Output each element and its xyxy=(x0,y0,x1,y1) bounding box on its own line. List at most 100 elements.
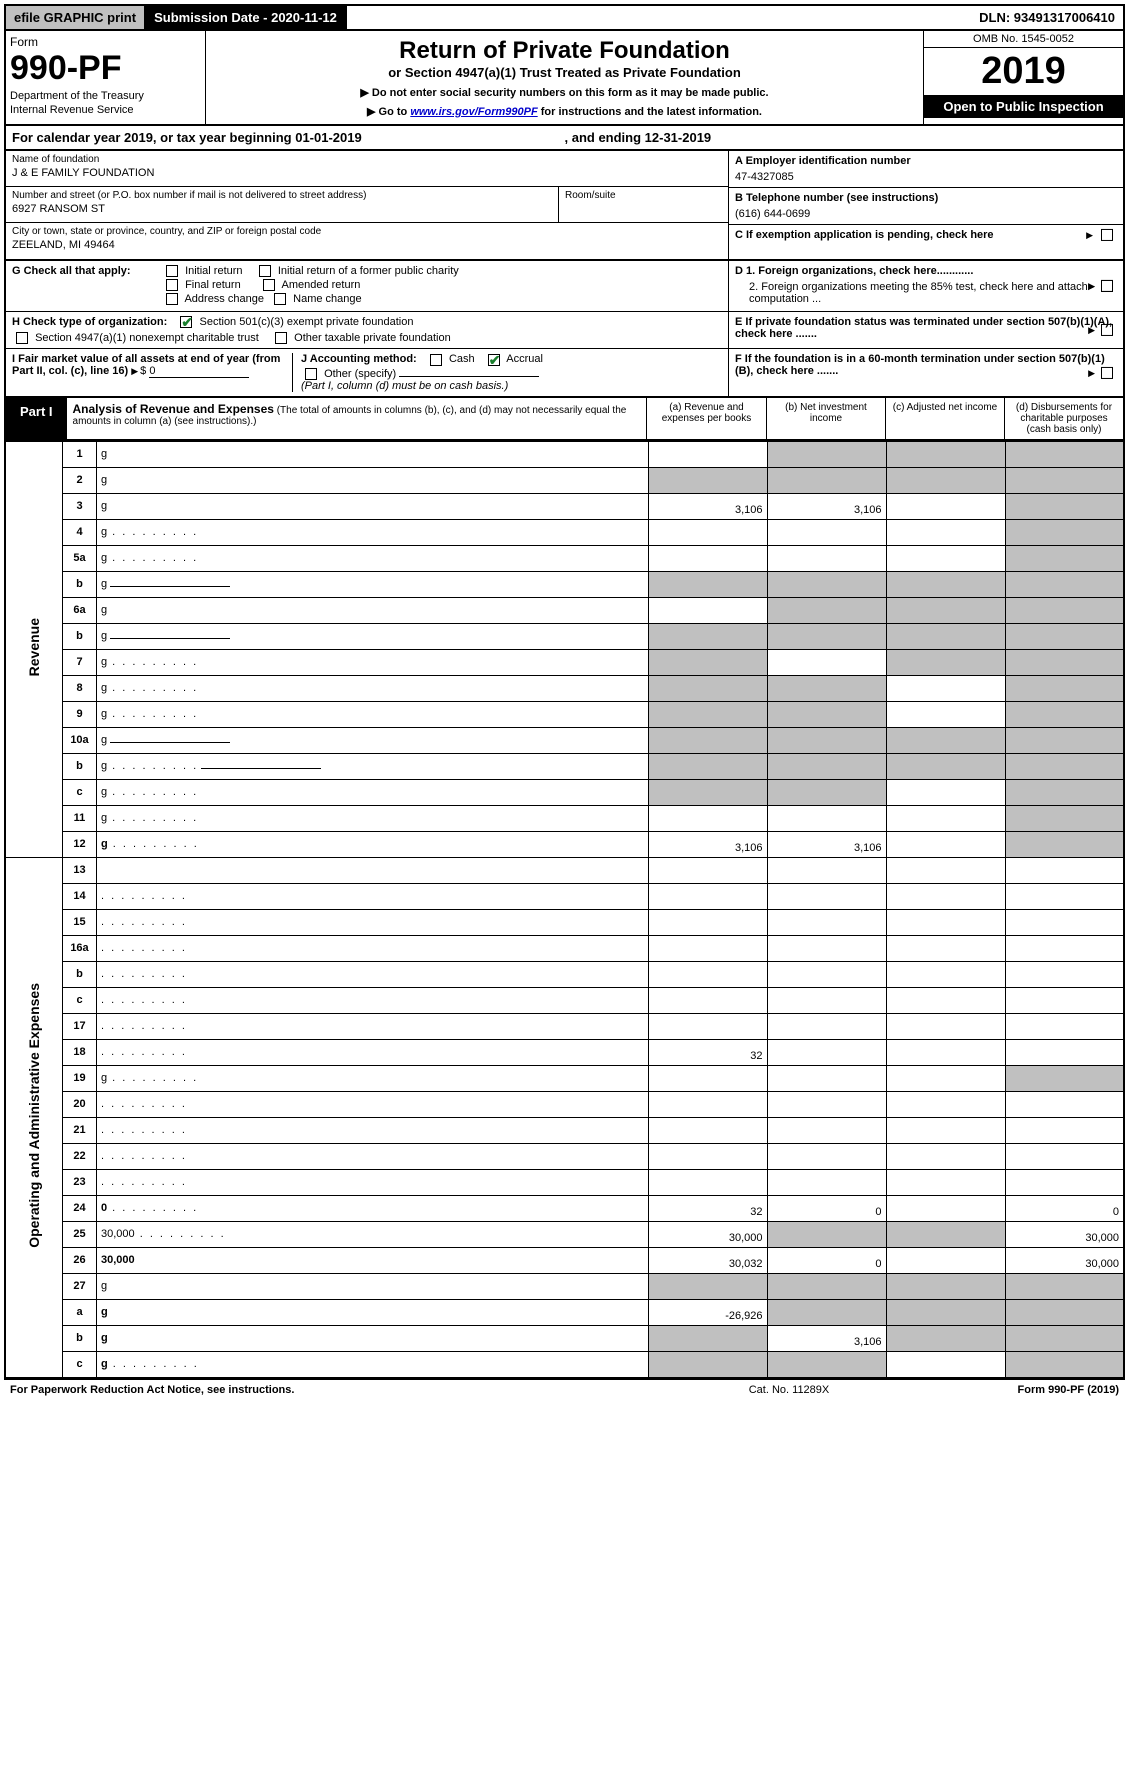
row-description xyxy=(97,883,649,909)
j-other-input[interactable] xyxy=(399,376,539,377)
cell-a xyxy=(648,1273,767,1299)
table-row: cg xyxy=(5,779,1124,805)
row-description: g xyxy=(97,701,649,727)
cell-c xyxy=(886,1247,1005,1273)
cell-d xyxy=(1005,1143,1124,1169)
row-description: g xyxy=(97,779,649,805)
cell-a: 3,106 xyxy=(648,831,767,857)
cell-c xyxy=(886,623,1005,649)
cell-c xyxy=(886,1195,1005,1221)
calendar-year-row: For calendar year 2019, or tax year begi… xyxy=(4,126,1125,151)
cell-d xyxy=(1005,701,1124,727)
table-row: 3g3,1063,106 xyxy=(5,493,1124,519)
address-value: 6927 RANSOM ST xyxy=(12,201,552,215)
cell-c xyxy=(886,1039,1005,1065)
cell-b xyxy=(767,701,886,727)
table-row: 15 xyxy=(5,909,1124,935)
e-checkbox[interactable] xyxy=(1101,324,1113,336)
j-other-label: Other (specify) xyxy=(324,368,396,380)
row-description: g xyxy=(97,1065,649,1091)
f-label: F If the foundation is in a 60-month ter… xyxy=(735,353,1105,377)
cell-c xyxy=(886,493,1005,519)
name-change-checkbox[interactable] xyxy=(274,293,286,305)
cell-d xyxy=(1005,779,1124,805)
cell-b: 3,106 xyxy=(767,493,886,519)
cell-c xyxy=(886,1169,1005,1195)
cell-a xyxy=(648,441,767,467)
row-number: 22 xyxy=(63,1143,97,1169)
cell-c xyxy=(886,831,1005,857)
irs-link[interactable]: www.irs.gov/Form990PF xyxy=(410,106,537,118)
arrow-icon xyxy=(1086,229,1095,241)
row-number: 14 xyxy=(63,883,97,909)
row-description: g xyxy=(97,1351,649,1377)
revenue-side-label: Revenue xyxy=(5,441,63,857)
cell-c xyxy=(886,701,1005,727)
j-other-checkbox[interactable] xyxy=(305,368,317,380)
amended-return-checkbox[interactable] xyxy=(263,279,275,291)
cell-d xyxy=(1005,571,1124,597)
cell-d xyxy=(1005,1273,1124,1299)
cell-b xyxy=(767,1091,886,1117)
table-row: 16a xyxy=(5,935,1124,961)
h-label: H Check type of organization: xyxy=(12,316,167,328)
row-description: g xyxy=(97,1299,649,1325)
cell-d xyxy=(1005,1039,1124,1065)
cell-d xyxy=(1005,441,1124,467)
table-row: 8g xyxy=(5,675,1124,701)
d2-checkbox[interactable] xyxy=(1101,280,1113,292)
initial-former-checkbox[interactable] xyxy=(259,265,271,277)
table-row: 11g xyxy=(5,805,1124,831)
f-checkbox[interactable] xyxy=(1101,367,1113,379)
c-pending-checkbox[interactable] xyxy=(1101,229,1113,241)
part-1-header: Part I Analysis of Revenue and Expenses … xyxy=(4,398,1125,441)
cell-c xyxy=(886,1273,1005,1299)
row-number: 26 xyxy=(63,1247,97,1273)
foundation-name: J & E FAMILY FOUNDATION xyxy=(12,165,722,179)
e-label: E If private foundation status was termi… xyxy=(735,316,1112,340)
cell-a xyxy=(648,1351,767,1377)
cell-a xyxy=(648,571,767,597)
row-number: 15 xyxy=(63,909,97,935)
cell-a: 32 xyxy=(648,1195,767,1221)
row-number: 13 xyxy=(63,857,97,883)
table-row: cg xyxy=(5,1351,1124,1377)
row-number: 17 xyxy=(63,1013,97,1039)
address-label: Number and street (or P.O. box number if… xyxy=(12,190,552,201)
city-value: ZEELAND, MI 49464 xyxy=(12,237,722,251)
row-description: 30,000 xyxy=(97,1221,649,1247)
initial-return-checkbox[interactable] xyxy=(166,265,178,277)
h-4947-checkbox[interactable] xyxy=(16,332,28,344)
col-b-header: (b) Net investment income xyxy=(766,398,885,439)
cell-a xyxy=(648,675,767,701)
address-change-checkbox[interactable] xyxy=(166,293,178,305)
j-cash-checkbox[interactable] xyxy=(430,354,442,366)
table-row: 9g xyxy=(5,701,1124,727)
efile-print-button[interactable]: efile GRAPHIC print xyxy=(6,6,146,29)
row-number: b xyxy=(63,961,97,987)
h-501c3-checkbox[interactable] xyxy=(180,316,192,328)
row-description: g xyxy=(97,519,649,545)
j-accrual-checkbox[interactable] xyxy=(488,354,500,366)
row-number: c xyxy=(63,779,97,805)
cell-d xyxy=(1005,831,1124,857)
telephone-label: B Telephone number (see instructions) xyxy=(735,192,1117,204)
g-h-block: G Check all that apply: Initial return I… xyxy=(4,261,1125,398)
cell-c xyxy=(886,909,1005,935)
cell-b xyxy=(767,571,886,597)
table-row: 2530,00030,00030,000 xyxy=(5,1221,1124,1247)
final-return-checkbox[interactable] xyxy=(166,279,178,291)
omb-number: OMB No. 1545-0052 xyxy=(924,31,1123,48)
row-number: 10a xyxy=(63,727,97,753)
row-description xyxy=(97,961,649,987)
d1-label: D 1. Foreign organizations, check here..… xyxy=(735,265,973,277)
table-row: Revenue1g xyxy=(5,441,1124,467)
h-other-checkbox[interactable] xyxy=(275,332,287,344)
cell-c xyxy=(886,467,1005,493)
cell-b: 0 xyxy=(767,1247,886,1273)
table-row: 4g xyxy=(5,519,1124,545)
cell-d xyxy=(1005,753,1124,779)
table-row: 7g xyxy=(5,649,1124,675)
cell-a xyxy=(648,805,767,831)
table-row: 20 xyxy=(5,1091,1124,1117)
